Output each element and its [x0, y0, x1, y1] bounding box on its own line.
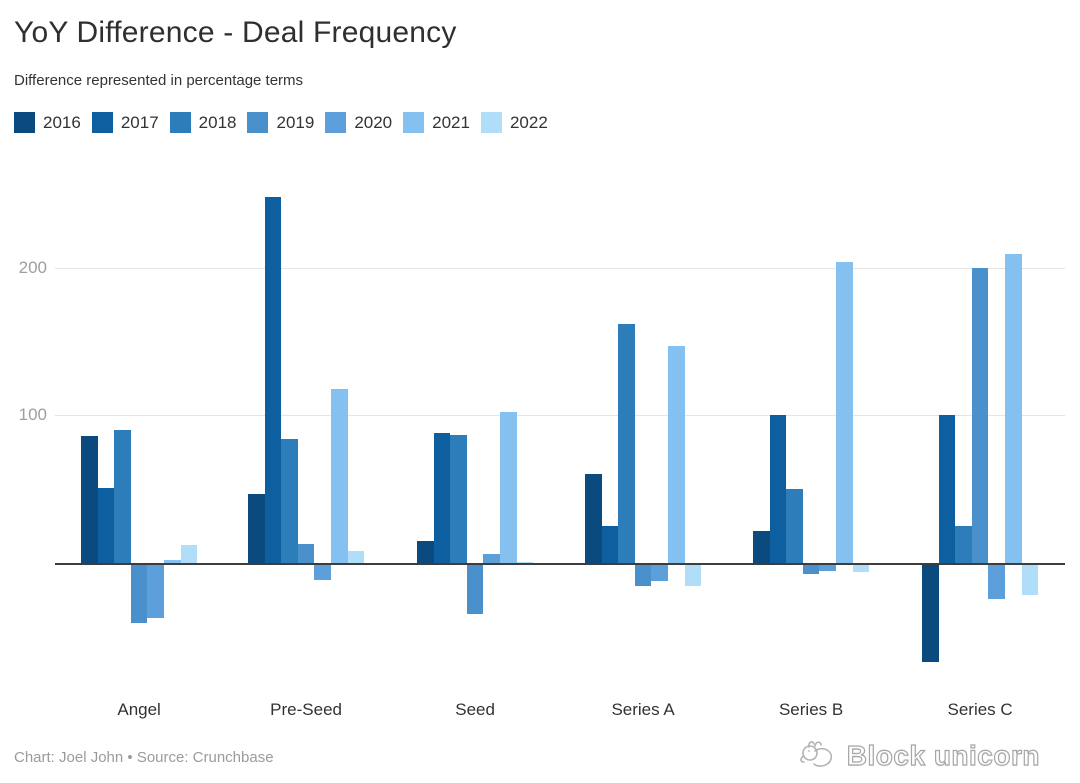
watermark-label: Block unicorn: [846, 739, 1040, 771]
bar-2019-series-b: [802, 565, 820, 574]
bar-2020-seed: [483, 554, 500, 563]
zero-axis-line: [55, 563, 1065, 565]
bar-2021-series-c: [1005, 254, 1022, 563]
bar-2021-angel: [164, 560, 181, 563]
bar-2020-series-a: [651, 565, 668, 582]
bar-2017-angel: [97, 487, 115, 563]
x-axis-label-series-b: Series B: [778, 700, 844, 719]
plot-area: [55, 180, 1065, 685]
bar-2018-series-c: [955, 526, 972, 563]
bar-2022-pre-seed: [347, 551, 365, 563]
bar-2019-seed: [466, 565, 484, 614]
y-tick-label-100: 100: [18, 405, 47, 425]
legend-label-2016: 2016: [43, 112, 81, 132]
bar-2018-series-b: [786, 489, 803, 563]
bar-2018-series-a: [618, 323, 635, 563]
legend-label-2022: 2022: [509, 112, 548, 132]
legend-item-2022: 2022: [480, 111, 548, 133]
legend-swatch-2017: [91, 111, 113, 133]
x-axis-label-series-a: Series A: [611, 700, 675, 719]
bar-2017-series-b: [769, 415, 787, 563]
bar-2016-series-b: [753, 530, 770, 563]
bar-2020-pre-seed: [314, 565, 331, 580]
legend-label-2019: 2019: [276, 112, 315, 132]
bar-2017-pre-seed: [264, 196, 282, 563]
watermark: Block unicorn: [795, 738, 1040, 774]
legend: 2016 2017 2018 2019 2020 2021 2022: [14, 111, 559, 133]
legend-label-2021: 2021: [432, 112, 470, 132]
legend-swatch-2022: [480, 111, 502, 133]
legend-swatch-2021: [403, 111, 425, 133]
x-axis-label-angel: Angel: [117, 700, 161, 719]
bar-2017-series-c: [938, 415, 956, 563]
gridline-100: [55, 415, 1065, 417]
bar-2017-seed: [433, 433, 451, 563]
legend-item-2016: 2016: [14, 111, 81, 133]
y-tick-label-200: 200: [18, 257, 47, 277]
x-axis-label-seed: Seed: [455, 700, 495, 719]
legend-swatch-2016: [14, 111, 35, 133]
bar-2016-series-a: [585, 474, 602, 563]
gridline-200: [55, 267, 1065, 269]
legend-item-2020: 2020: [325, 111, 393, 133]
legend-item-2018: 2018: [169, 111, 237, 133]
bar-2019-pre-seed: [297, 543, 315, 563]
bar-2016-seed: [417, 540, 434, 563]
chart-title: YoY Difference - Deal Frequency: [14, 16, 457, 49]
bar-2022-seed: [516, 561, 534, 563]
bar-2016-angel: [81, 435, 98, 563]
bar-2016-pre-seed: [248, 493, 265, 563]
bar-2021-series-a: [668, 345, 685, 563]
bar-2021-seed: [500, 412, 517, 563]
legend-item-2021: 2021: [403, 111, 470, 133]
x-axis-label-series-c: Series C: [947, 700, 1013, 719]
bar-2018-angel: [114, 430, 131, 563]
bar-2017-series-a: [601, 526, 619, 563]
bar-2019-angel: [130, 565, 148, 623]
bar-2021-pre-seed: [331, 388, 348, 563]
bar-2022-series-c: [1021, 565, 1039, 595]
legend-label-2018: 2018: [198, 112, 237, 132]
bar-2022-angel: [180, 545, 198, 563]
bar-2016-series-c: [922, 565, 939, 663]
bar-2020-series-c: [988, 565, 1005, 599]
bar-2019-series-c: [971, 267, 989, 563]
block-unicorn-logo-icon: [800, 741, 832, 767]
bar-2020-angel: [147, 565, 164, 619]
bar-2020-series-b: [819, 565, 836, 571]
x-axis-label-pre-seed: Pre-Seed: [270, 700, 343, 719]
bar-2018-seed: [450, 434, 467, 563]
bar-2021-series-b: [836, 261, 853, 563]
legend-label-2020: 2020: [354, 112, 393, 132]
bar-2022-series-b: [852, 565, 870, 573]
legend-label-2017: 2017: [120, 112, 159, 132]
legend-swatch-2018: [169, 111, 191, 133]
legend-item-2017: 2017: [91, 111, 159, 133]
bar-2022-series-a: [684, 565, 702, 586]
legend-item-2019: 2019: [247, 111, 315, 133]
footer-credit: Chart: Joel John • Source: Crunchbase: [14, 749, 274, 766]
legend-swatch-2020: [325, 111, 347, 133]
legend-swatch-2019: [247, 111, 269, 133]
bar-2018-pre-seed: [281, 438, 298, 563]
chart-subtitle: Difference represented in percentage ter…: [14, 72, 304, 89]
bar-2019-series-a: [634, 565, 652, 586]
